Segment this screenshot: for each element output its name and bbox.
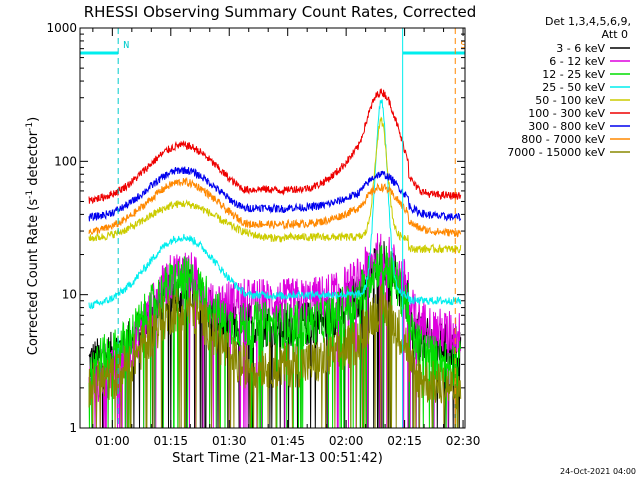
y-axis-label: Corrected Count Rate (s-1 detector-1): [25, 117, 41, 355]
legend-label-4: 50 - 100 keV: [535, 94, 605, 107]
series-line-4: [88, 116, 462, 254]
y-tick-label-1: 10: [62, 288, 77, 302]
plot-frame: [79, 27, 466, 429]
x-tick-label-2: 01:30: [212, 434, 247, 448]
legend-label-5: 100 - 300 keV: [528, 107, 605, 120]
annotation-label-1: S: [460, 40, 466, 51]
axis-layer: 01:00 01:15 01:30 01:45 02:00 02:15 02:30 1 10 10…: [46, 21, 480, 448]
x-tick-label-3: 01:45: [270, 434, 305, 448]
legend-label-2: 12 - 25 keV: [542, 68, 605, 81]
y-tick-label-2: 100: [54, 154, 77, 168]
series-line-3: [88, 99, 462, 310]
legend-label-0: 3 - 6 keV: [556, 42, 605, 55]
chart-title: RHESSI Observing Summary Count Rates, Co…: [84, 3, 477, 21]
legend-label-3: 25 - 50 keV: [542, 81, 605, 94]
x-tick-label-0: 01:00: [95, 434, 130, 448]
y-tick-label-3: 1000: [46, 21, 77, 35]
series-line-5: [88, 88, 462, 205]
series-layer: [88, 88, 462, 428]
x-tick-label-5: 02:15: [387, 434, 422, 448]
series-line-6: [88, 166, 462, 222]
legend-label-8: 7000 - 15000 keV: [507, 146, 605, 159]
annotation-label-0: N: [123, 40, 129, 51]
legend-header-attenuator: Att 0: [602, 28, 628, 41]
legend-label-1: 6 - 12 keV: [549, 55, 605, 68]
series-line-7: [88, 176, 462, 238]
x-tick-label-1: 01:15: [153, 434, 188, 448]
x-tick-label-4: 02:00: [329, 434, 364, 448]
x-axis-label: Start Time (21-Mar-13 00:51:42): [172, 451, 383, 466]
series-line-2: [88, 245, 462, 428]
x-tick-label-6: 02:30: [446, 434, 481, 448]
legend-label-6: 300 - 800 keV: [528, 120, 605, 133]
legend-label-7: 800 - 7000 keV: [521, 133, 605, 146]
series-line-8: [88, 283, 462, 428]
legend-header-detectors: Det 1,3,4,5,6,9,: [545, 15, 631, 28]
y-tick-label-0: 1: [69, 421, 77, 435]
footer-date: 24-Oct-2021 04:00: [560, 467, 636, 476]
